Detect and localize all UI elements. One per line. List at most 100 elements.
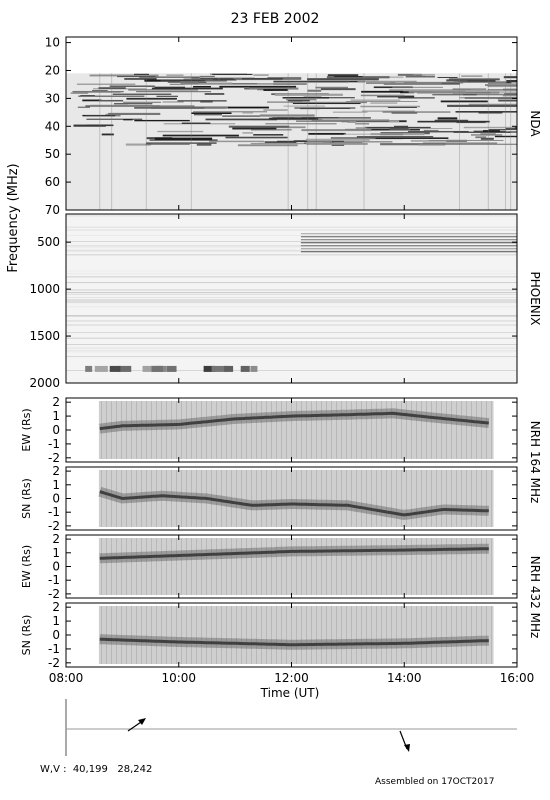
nda-emission-streak xyxy=(334,76,363,78)
y-tick-label: 500 xyxy=(37,235,60,249)
nda-emission-streak xyxy=(320,88,356,91)
nda-emission-streak xyxy=(389,89,454,92)
nda-emission-streak xyxy=(90,104,128,107)
nda-emission-streak xyxy=(154,86,186,89)
nrh-emission-ridge xyxy=(99,490,489,517)
nda-emission-streak xyxy=(452,89,472,92)
phoenix-freq-band xyxy=(66,306,517,308)
nda-emission-streak xyxy=(380,143,446,146)
nda-emission-streak xyxy=(283,105,326,107)
nda-emission-streak xyxy=(296,120,350,122)
phoenix-band xyxy=(300,233,517,235)
y-tick-label: 1 xyxy=(52,478,60,492)
nda-emission-streak xyxy=(99,99,124,102)
nda-emission-streak xyxy=(191,112,232,114)
y-tick-label: 20 xyxy=(45,63,60,77)
nda-emission-streak xyxy=(275,93,343,96)
phoenix-freq-band xyxy=(66,299,517,301)
nda-emission-streak xyxy=(72,90,124,93)
nda-emission-streak xyxy=(498,99,517,102)
nda-emission-streak xyxy=(86,118,143,120)
phoenix-freq-band xyxy=(66,249,517,251)
phoenix-burst xyxy=(151,365,164,372)
nda-emission-streak xyxy=(139,76,200,78)
phoenix-freq-band xyxy=(66,229,517,231)
phoenix-burst xyxy=(240,365,250,372)
nda-emission-streak xyxy=(109,85,155,87)
panel-y-label: EW (Rs) xyxy=(20,408,33,451)
phoenix-freq-band xyxy=(66,347,517,349)
nda-emission-streak xyxy=(487,85,517,88)
nda-emission-streak xyxy=(348,80,366,83)
nda-emission-streak xyxy=(502,94,517,97)
panel-y-label: SN (Rs) xyxy=(20,615,33,656)
x-tick-label: 14:00 xyxy=(387,671,422,685)
phoenix-freq-band xyxy=(66,350,517,351)
footer-note: Assembled on 17OCT2017 xyxy=(375,777,494,787)
nda-emission-streak xyxy=(198,82,233,85)
phoenix-freq-band xyxy=(66,246,517,248)
nda-emission-streak xyxy=(181,122,211,124)
nda-emission-streak xyxy=(478,112,503,114)
phoenix-freq-band xyxy=(66,325,517,326)
phoenix-freq-band xyxy=(66,270,517,272)
nda-emission-streak xyxy=(86,124,114,127)
nda-emission-streak xyxy=(286,98,317,101)
y-tick-label: -2 xyxy=(48,587,60,601)
nda-emission-streak xyxy=(375,137,449,140)
nda-emission-streak xyxy=(169,83,185,86)
nda-emission-streak xyxy=(259,114,315,117)
nda-emission-streak xyxy=(432,94,477,96)
nda-emission-streak xyxy=(192,106,269,109)
y-tick-label: 1 xyxy=(52,614,60,628)
nda-emission-streak xyxy=(232,127,277,130)
y-tick-label: 2 xyxy=(52,600,60,614)
nda-emission-streak xyxy=(308,132,346,135)
y-tick-label: 0 xyxy=(52,423,60,437)
nda-emission-streak xyxy=(108,112,161,116)
phoenix-freq-band xyxy=(66,332,517,334)
nda-emission-streak xyxy=(112,93,172,95)
nda-emission-streak xyxy=(105,113,129,115)
nda-emission-streak xyxy=(475,136,487,139)
y-tick-label: -2 xyxy=(48,656,60,670)
y-tick-label: -1 xyxy=(48,573,60,587)
nda-emission-streak xyxy=(463,94,517,96)
nda-emission-streak xyxy=(345,128,420,131)
nda-emission-streak xyxy=(301,129,372,132)
nda-emission-streak xyxy=(265,123,337,125)
phoenix-freq-band xyxy=(66,300,517,302)
nda-emission-streak xyxy=(497,97,516,100)
nda-emission-streak xyxy=(448,78,500,81)
nda-emission-streak xyxy=(356,136,434,138)
nda-emission-streak xyxy=(408,128,453,129)
nrh-vertical-streaks xyxy=(98,538,494,595)
nda-emission-streak xyxy=(273,83,307,85)
nda-emission-streak xyxy=(149,139,218,141)
nda-emission-streak xyxy=(465,89,517,92)
nrh-vertical-streaks xyxy=(98,401,494,459)
nda-emission-streak xyxy=(434,119,469,122)
nda-emission-streak xyxy=(418,143,445,146)
y-tick-label: -2 xyxy=(48,519,60,533)
nda-emission-streak xyxy=(125,143,151,146)
nda-emission-streak xyxy=(388,120,400,123)
nda-emission-streak xyxy=(213,79,236,81)
orbit-inset xyxy=(65,699,517,756)
nda-emission-streak xyxy=(273,80,349,83)
nda-emission-streak xyxy=(145,142,217,144)
phoenix-freq-band xyxy=(66,301,517,303)
nda-emission-streak xyxy=(360,105,421,108)
nda-emission-streak xyxy=(241,78,283,80)
nda-emission-streak xyxy=(154,137,213,140)
nda-emission-streak xyxy=(507,131,517,133)
phoenix-freq-band xyxy=(66,370,517,371)
nda-emission-streak xyxy=(166,74,184,76)
nda-emission-streak xyxy=(123,119,133,121)
phoenix-burst xyxy=(94,365,108,372)
nda-emission-streak xyxy=(126,97,177,100)
y-tick-label: 10 xyxy=(45,36,60,50)
nda-emission-streak xyxy=(237,144,298,147)
nda-emission-streak xyxy=(249,87,299,90)
